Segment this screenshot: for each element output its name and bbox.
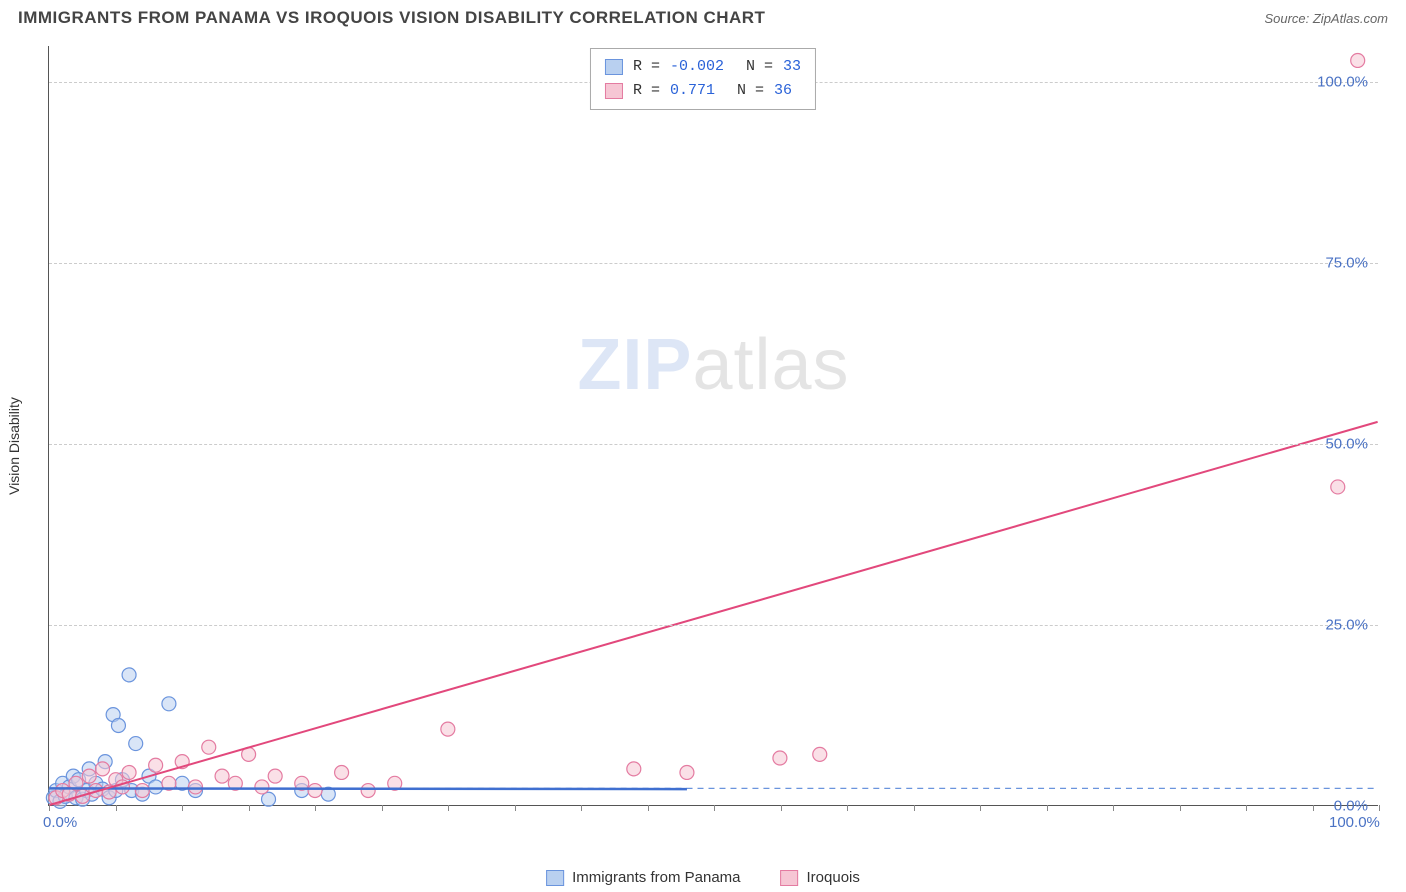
x-minor-tick bbox=[116, 805, 117, 811]
data-point bbox=[135, 784, 149, 798]
data-point bbox=[268, 769, 282, 783]
source-attribution: Source: ZipAtlas.com bbox=[1264, 11, 1388, 26]
data-point bbox=[149, 758, 163, 772]
x-minor-tick bbox=[581, 805, 582, 811]
data-point bbox=[1351, 53, 1365, 67]
data-point bbox=[82, 769, 96, 783]
x-tick-label: 0.0% bbox=[43, 814, 77, 831]
stats-row: R = 0.771 N = 36 bbox=[605, 79, 801, 103]
swatch-icon bbox=[605, 83, 623, 99]
x-minor-tick bbox=[914, 805, 915, 811]
swatch-icon bbox=[781, 870, 799, 886]
data-point bbox=[627, 762, 641, 776]
gridline-h bbox=[49, 263, 1378, 264]
n-label: N = bbox=[746, 55, 773, 79]
n-label: N = bbox=[737, 79, 764, 103]
data-point bbox=[255, 780, 269, 794]
data-point bbox=[1331, 480, 1345, 494]
y-tick-label: 25.0% bbox=[1325, 617, 1368, 634]
stats-legend-box: R =-0.002N =33R = 0.771N =36 bbox=[590, 48, 816, 110]
y-tick-label: 75.0% bbox=[1325, 255, 1368, 272]
data-point bbox=[96, 762, 110, 776]
chart-plot-area: ZIPatlas 0.0%25.0%50.0%75.0%100.0%0.0%10… bbox=[48, 46, 1378, 806]
x-minor-tick bbox=[781, 805, 782, 811]
stats-row: R = -0.002 N = 33 bbox=[605, 55, 801, 79]
data-point bbox=[162, 697, 176, 711]
swatch-icon bbox=[605, 59, 623, 75]
x-minor-tick bbox=[648, 805, 649, 811]
x-minor-tick bbox=[1246, 805, 1247, 811]
x-minor-tick bbox=[1379, 805, 1380, 811]
trend-line bbox=[49, 422, 1377, 805]
scatter-plot-svg bbox=[49, 46, 1378, 805]
y-tick-label: 0.0% bbox=[1334, 798, 1368, 815]
y-tick-label: 50.0% bbox=[1325, 436, 1368, 453]
data-point bbox=[308, 784, 322, 798]
legend-label: Iroquois bbox=[807, 869, 860, 886]
r-value: 0.771 bbox=[670, 79, 715, 103]
x-minor-tick bbox=[714, 805, 715, 811]
r-label: R = bbox=[633, 55, 660, 79]
n-value: 33 bbox=[783, 55, 801, 79]
data-point bbox=[188, 780, 202, 794]
y-tick-label: 100.0% bbox=[1317, 74, 1368, 91]
x-tick-label: 100.0% bbox=[1329, 814, 1380, 831]
x-minor-tick bbox=[1180, 805, 1181, 811]
x-minor-tick bbox=[1047, 805, 1048, 811]
data-point bbox=[441, 722, 455, 736]
data-point bbox=[122, 765, 136, 779]
data-point bbox=[335, 765, 349, 779]
data-point bbox=[215, 769, 229, 783]
data-point bbox=[773, 751, 787, 765]
r-label: R = bbox=[633, 79, 660, 103]
x-minor-tick bbox=[49, 805, 50, 811]
series-legend: Immigrants from Panama Iroquois bbox=[546, 869, 860, 886]
legend-item: Immigrants from Panama bbox=[546, 869, 740, 886]
swatch-icon bbox=[546, 870, 564, 886]
x-minor-tick bbox=[1313, 805, 1314, 811]
x-minor-tick bbox=[249, 805, 250, 811]
x-minor-tick bbox=[448, 805, 449, 811]
data-point bbox=[680, 765, 694, 779]
x-minor-tick bbox=[1113, 805, 1114, 811]
data-point bbox=[122, 668, 136, 682]
r-value: -0.002 bbox=[670, 55, 724, 79]
x-minor-tick bbox=[315, 805, 316, 811]
data-point bbox=[149, 780, 163, 794]
data-point bbox=[813, 747, 827, 761]
x-minor-tick bbox=[847, 805, 848, 811]
data-point bbox=[202, 740, 216, 754]
n-value: 36 bbox=[774, 79, 792, 103]
data-point bbox=[129, 737, 143, 751]
page-title: IMMIGRANTS FROM PANAMA VS IROQUOIS VISIO… bbox=[18, 8, 765, 28]
gridline-h bbox=[49, 625, 1378, 626]
x-minor-tick bbox=[182, 805, 183, 811]
x-minor-tick bbox=[515, 805, 516, 811]
gridline-h bbox=[49, 444, 1378, 445]
legend-item: Iroquois bbox=[781, 869, 860, 886]
trend-line bbox=[49, 788, 687, 789]
x-minor-tick bbox=[980, 805, 981, 811]
x-minor-tick bbox=[382, 805, 383, 811]
legend-label: Immigrants from Panama bbox=[572, 869, 740, 886]
data-point bbox=[262, 792, 276, 806]
data-point bbox=[111, 718, 125, 732]
y-axis-label: Vision Disability bbox=[6, 397, 22, 495]
data-point bbox=[361, 784, 375, 798]
